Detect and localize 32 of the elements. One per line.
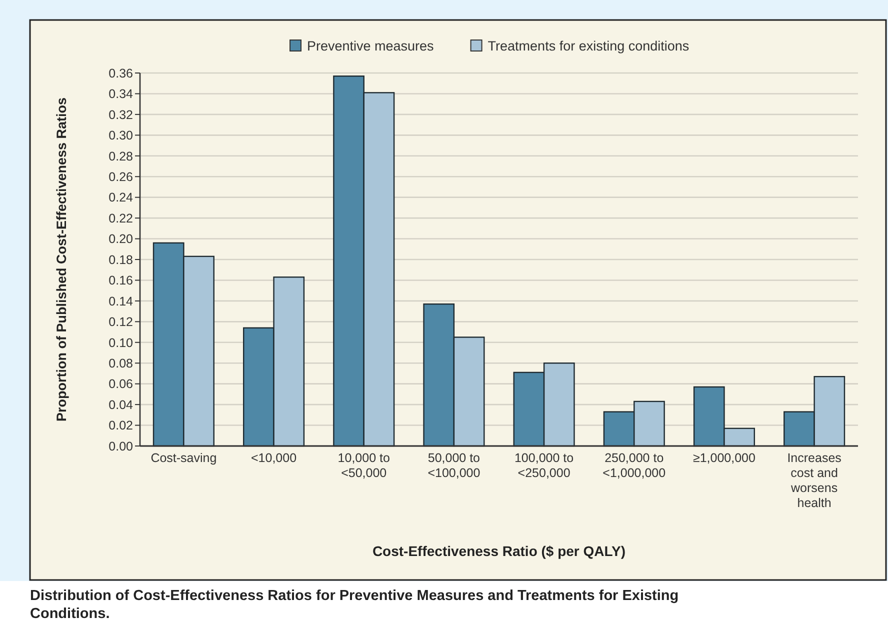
y-tick-label: 0.36 — [108, 66, 134, 80]
y-tick-label: 0.12 — [108, 315, 134, 330]
x-tick-label: Cost-saving — [150, 451, 217, 465]
y-tick-label: 0.26 — [108, 170, 134, 184]
x-tick-label: <10,000 — [251, 451, 297, 465]
x-axis-title: Cost-Effectiveness Ratio ($ per QALY) — [372, 543, 626, 559]
x-tick-label: ≥1,000,000 — [692, 451, 756, 465]
x-tick-label: 250,000 to <1,000,000 — [602, 451, 666, 480]
y-tick-label: 0.34 — [108, 87, 134, 102]
y-tick-label: 0.20 — [108, 232, 134, 246]
x-tick-label: 50,000 to <100,000 — [428, 451, 480, 480]
y-axis-title: Proportion of Published Cost-Effectiveness Ratios — [54, 97, 69, 422]
y-tick-label: 0.04 — [108, 398, 134, 412]
y-tick-label: 0.10 — [108, 336, 134, 350]
text: Distribution of Cost-Effectiveness Ratios for Preventive Measures and Treatments for Existing Conditions. — [30, 588, 679, 622]
legend-label: Treatments for existing conditions — [488, 38, 690, 54]
y-tick-label: 0.02 — [108, 418, 134, 433]
y-tick-label: 0.24 — [108, 190, 134, 205]
y-tick-label: 0.06 — [108, 377, 134, 392]
y-tick-label: 0.18 — [108, 252, 134, 267]
legend-label: Preventive measures — [307, 38, 434, 54]
y-tick-label: 0.00 — [108, 439, 134, 454]
y-tick-label: 0.16 — [108, 274, 134, 288]
y-tick-label: 0.22 — [108, 211, 134, 226]
x-tick-label: 100,000 to <250,000 — [514, 451, 574, 480]
y-tick-label: 0.32 — [108, 108, 134, 122]
y-tick-label: 0.14 — [108, 294, 134, 308]
y-tick-label: 0.08 — [108, 356, 134, 370]
y-tick-label: 0.28 — [108, 149, 134, 164]
y-tick-label: 0.30 — [108, 128, 134, 143]
x-tick-label: Increases cost and worsens health — [787, 451, 842, 510]
x-tick-label: 10,000 to <50,000 — [338, 451, 390, 480]
